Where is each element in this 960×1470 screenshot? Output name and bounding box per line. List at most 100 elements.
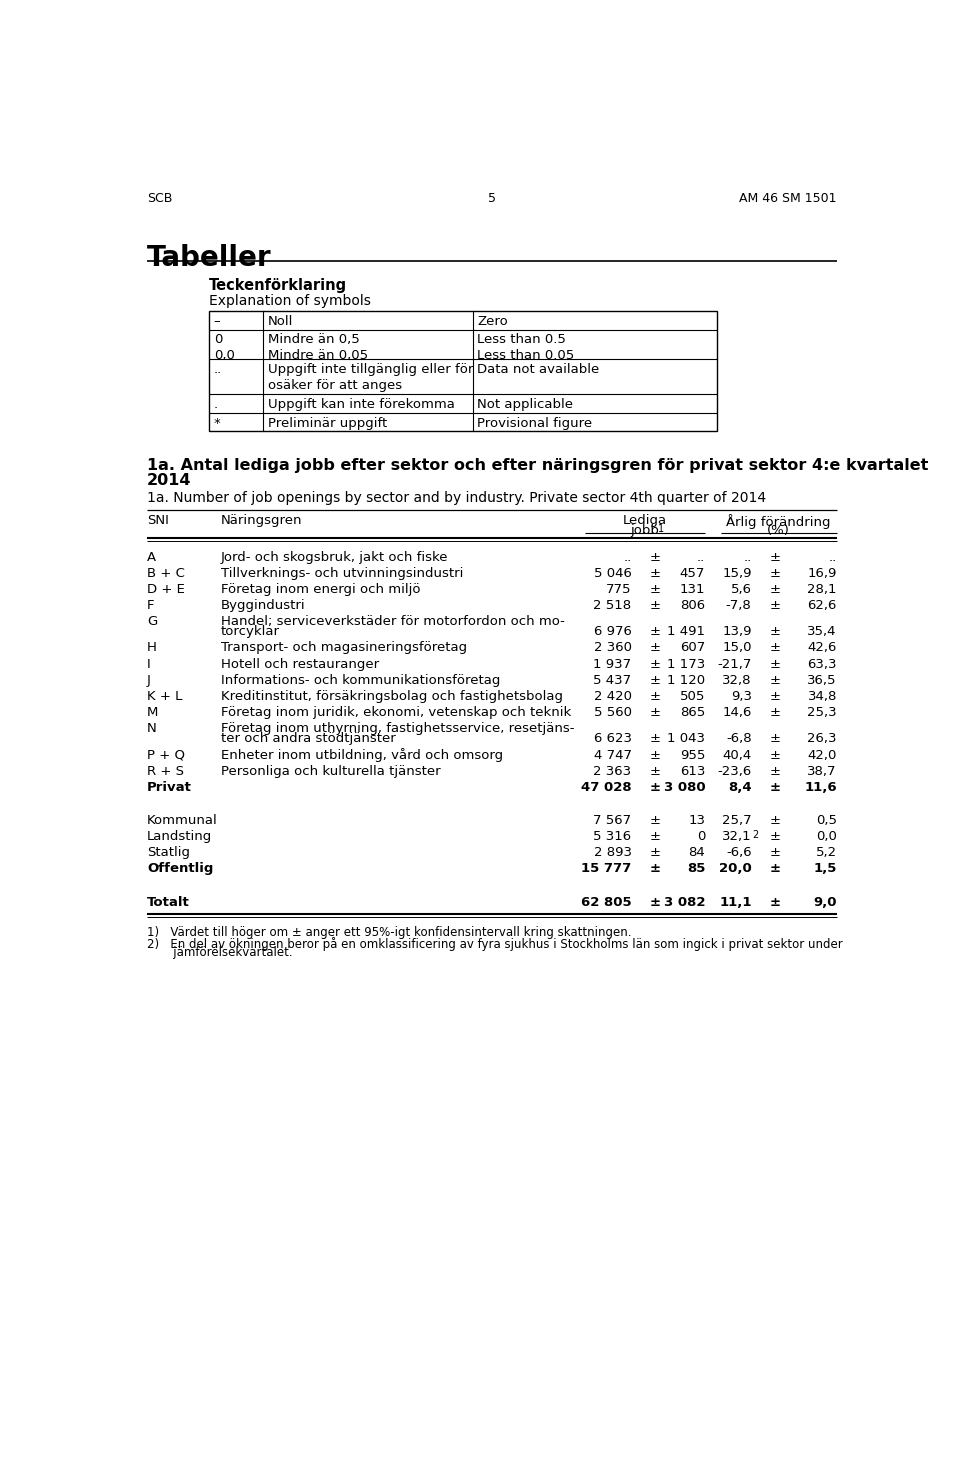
Text: 32,1: 32,1 <box>722 831 752 844</box>
Text: 11,1: 11,1 <box>719 895 752 908</box>
Text: 5 046: 5 046 <box>593 567 632 579</box>
Text: ±: ± <box>769 625 780 638</box>
Text: 25,7: 25,7 <box>722 814 752 828</box>
Text: ±: ± <box>649 764 660 778</box>
Text: ±: ± <box>649 706 660 719</box>
Text: (%): (%) <box>767 523 790 537</box>
Text: ±: ± <box>769 689 780 703</box>
Text: SNI: SNI <box>147 513 169 526</box>
Text: 32,8: 32,8 <box>722 673 752 686</box>
Text: 5 560: 5 560 <box>593 706 632 719</box>
Text: ..: .. <box>697 551 706 563</box>
Text: ±: ± <box>649 551 660 563</box>
Text: ±: ± <box>769 657 780 670</box>
Text: 38,7: 38,7 <box>807 764 837 778</box>
Text: G: G <box>147 616 157 628</box>
Text: ±: ± <box>649 673 660 686</box>
Text: 62 805: 62 805 <box>581 895 632 908</box>
Text: ±: ± <box>769 781 780 794</box>
Text: 2 363: 2 363 <box>593 764 632 778</box>
Text: 62,6: 62,6 <box>807 600 837 612</box>
Text: Kommunal: Kommunal <box>147 814 218 828</box>
Text: ±: ± <box>649 584 660 595</box>
Text: 5,2: 5,2 <box>816 847 837 860</box>
Text: Statlig: Statlig <box>147 847 190 860</box>
Text: 1 043: 1 043 <box>667 732 706 745</box>
Text: Privat: Privat <box>147 781 192 794</box>
Text: 15 777: 15 777 <box>581 863 632 876</box>
Text: H: H <box>147 641 157 654</box>
Text: 2 360: 2 360 <box>593 641 632 654</box>
Text: -23,6: -23,6 <box>717 764 752 778</box>
Text: Explanation of symbols: Explanation of symbols <box>209 294 371 309</box>
Text: 5: 5 <box>488 191 496 204</box>
Text: 1 173: 1 173 <box>667 657 706 670</box>
Text: ±: ± <box>649 781 660 794</box>
Text: ±: ± <box>649 732 660 745</box>
Text: -21,7: -21,7 <box>717 657 752 670</box>
Text: -6,6: -6,6 <box>726 847 752 860</box>
Text: 4 747: 4 747 <box>593 748 632 761</box>
Text: ±: ± <box>649 600 660 612</box>
Text: ±: ± <box>649 863 660 876</box>
Text: 85: 85 <box>686 863 706 876</box>
Text: 3 080: 3 080 <box>663 781 706 794</box>
Text: 2 420: 2 420 <box>593 689 632 703</box>
Text: 2: 2 <box>753 831 758 841</box>
Text: 5,6: 5,6 <box>731 584 752 595</box>
Text: Jord- och skogsbruk, jakt och fiske: Jord- och skogsbruk, jakt och fiske <box>221 551 448 563</box>
Text: ±: ± <box>769 551 780 563</box>
Text: ±: ± <box>769 863 780 876</box>
Text: ±: ± <box>649 689 660 703</box>
Text: 505: 505 <box>680 689 706 703</box>
Text: 0,5: 0,5 <box>816 814 837 828</box>
Text: ±: ± <box>769 706 780 719</box>
Text: 775: 775 <box>606 584 632 595</box>
Text: ±: ± <box>649 657 660 670</box>
Text: Provisional figure: Provisional figure <box>477 416 592 429</box>
Text: Lediga: Lediga <box>623 513 667 526</box>
Text: ±: ± <box>769 831 780 844</box>
Text: ..: .. <box>623 551 632 563</box>
Text: –: – <box>214 315 221 328</box>
Text: 1 937: 1 937 <box>593 657 632 670</box>
Text: 63,3: 63,3 <box>807 657 837 670</box>
Text: 2 893: 2 893 <box>593 847 632 860</box>
Text: 7 567: 7 567 <box>593 814 632 828</box>
Text: Uppgift kan inte förekomma: Uppgift kan inte förekomma <box>268 398 455 412</box>
Text: N: N <box>147 722 156 735</box>
Text: Företag inom juridik, ekonomi, vetenskap och teknik: Företag inom juridik, ekonomi, vetenskap… <box>221 706 571 719</box>
Text: ±: ± <box>769 764 780 778</box>
Text: B + C: B + C <box>147 567 185 579</box>
Text: 6 623: 6 623 <box>593 732 632 745</box>
Text: ±: ± <box>649 895 660 908</box>
Text: 0
0,0: 0 0,0 <box>214 334 234 363</box>
Text: I: I <box>147 657 151 670</box>
Text: 0,0: 0,0 <box>816 831 837 844</box>
Text: Uppgift inte tillgänglig eller för
osäker för att anges: Uppgift inte tillgänglig eller för osäke… <box>268 363 473 391</box>
Text: 15,9: 15,9 <box>722 567 752 579</box>
Text: 865: 865 <box>680 706 706 719</box>
Text: D + E: D + E <box>147 584 185 595</box>
Text: F: F <box>147 600 155 612</box>
Text: Preliminär uppgift: Preliminär uppgift <box>268 416 387 429</box>
Text: 28,1: 28,1 <box>807 584 837 595</box>
Text: M: M <box>147 706 158 719</box>
Text: Personliga och kulturella tjänster: Personliga och kulturella tjänster <box>221 764 441 778</box>
Text: Företag inom energi och miljö: Företag inom energi och miljö <box>221 584 420 595</box>
Text: ±: ± <box>769 732 780 745</box>
Text: Informations- och kommunikationsföretag: Informations- och kommunikationsföretag <box>221 673 500 686</box>
Text: 84: 84 <box>688 847 706 860</box>
Text: AM 46 SM 1501: AM 46 SM 1501 <box>739 191 837 204</box>
Text: ter och andra stödtjänster: ter och andra stödtjänster <box>221 732 396 745</box>
Text: 955: 955 <box>680 748 706 761</box>
Text: A: A <box>147 551 156 563</box>
Text: Offentlig: Offentlig <box>147 863 213 876</box>
Text: 1,5: 1,5 <box>813 863 837 876</box>
Text: Tillverknings- och utvinningsindustri: Tillverknings- och utvinningsindustri <box>221 567 463 579</box>
Text: 131: 131 <box>680 584 706 595</box>
Text: Data not available: Data not available <box>477 363 600 376</box>
Text: ±: ± <box>769 895 780 908</box>
Text: 9,3: 9,3 <box>731 689 752 703</box>
Text: Teckenförklaring: Teckenförklaring <box>209 278 348 293</box>
